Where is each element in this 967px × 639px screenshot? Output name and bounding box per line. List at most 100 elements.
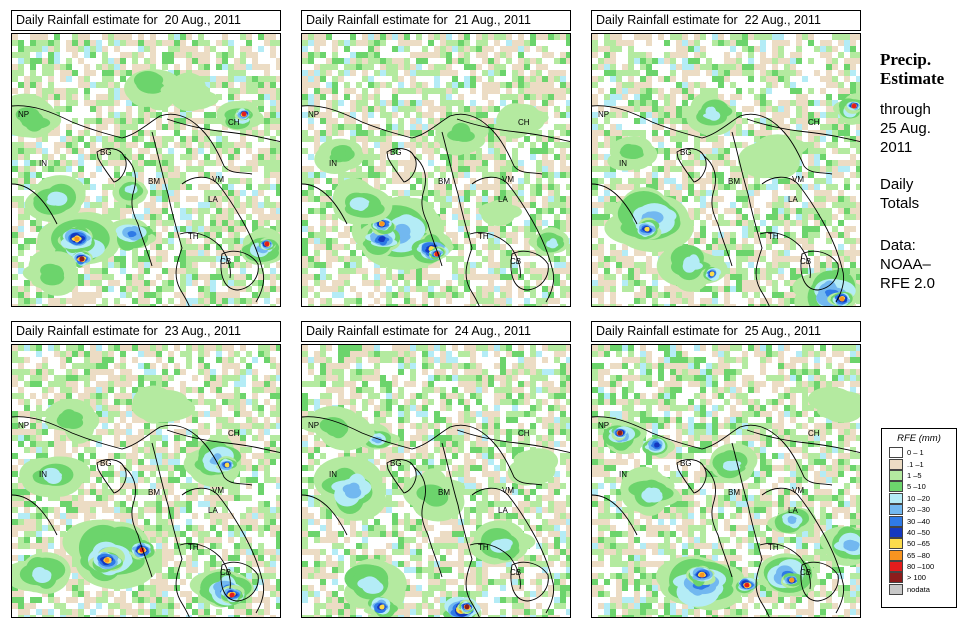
rain-cell (634, 58, 640, 64)
rain-cell (838, 124, 844, 130)
rain-cell (670, 124, 676, 130)
rain-cell (548, 82, 554, 88)
rain-cell (422, 268, 428, 274)
rain-cell (850, 250, 856, 256)
rain-cell (808, 214, 814, 220)
rain-cell (276, 214, 280, 220)
rain-cell (688, 166, 694, 172)
rain-cell (174, 232, 180, 238)
rain-cell (838, 148, 844, 154)
rain-cell (560, 154, 566, 160)
rain-cell (724, 286, 730, 292)
rain-cell (428, 172, 434, 178)
rain-cell (518, 178, 524, 184)
rain-cell (368, 130, 374, 136)
rain-cell (410, 106, 416, 112)
rain-cell (712, 178, 718, 184)
rain-cell (500, 304, 506, 306)
rain-cell (464, 196, 470, 202)
rain-cell (374, 94, 380, 100)
country-label-cb: CB (220, 257, 232, 266)
rain-cell (604, 184, 610, 190)
rain-cell (326, 136, 332, 142)
rain-cell (688, 58, 694, 64)
rain-cell (332, 76, 338, 82)
rain-cell (856, 76, 860, 82)
rain-cell (162, 184, 168, 190)
rain-cell (506, 262, 512, 268)
rain-cell (428, 292, 434, 298)
rain-cell (524, 88, 530, 94)
rain-cell (398, 304, 404, 306)
rain-cell (162, 160, 168, 166)
rain-cell (144, 286, 150, 292)
rain-cell (180, 178, 186, 184)
rain-cell (536, 172, 542, 178)
rain-cell (742, 250, 748, 256)
rain-cell (314, 40, 320, 46)
rain-cell (356, 262, 362, 268)
rain-cell (120, 286, 126, 292)
rain-cell (240, 268, 246, 274)
rain-cell (736, 268, 742, 274)
rain-cell (676, 112, 682, 118)
rain-cell (598, 298, 604, 304)
rain-cell (314, 76, 320, 82)
rain-cell (476, 148, 482, 154)
rain-cell (778, 76, 784, 82)
rain-cell (664, 286, 670, 292)
rain-cell (398, 292, 404, 298)
rain-cell (718, 34, 724, 40)
rain-cell (398, 40, 404, 46)
rain-cell (30, 142, 36, 148)
rain-cell (356, 82, 362, 88)
rain-cell (808, 100, 814, 106)
rain-cell (156, 172, 162, 178)
rain-cell (640, 130, 646, 136)
rain-cell (168, 136, 174, 142)
rain-cell (500, 274, 506, 280)
rain-cell (730, 244, 736, 250)
rain-cell (48, 52, 54, 58)
country-border (220, 250, 259, 291)
rain-cell (252, 64, 258, 70)
rain-cell (554, 256, 560, 262)
rain-cell (742, 292, 748, 298)
rain-cell (180, 262, 186, 268)
rain-cell (252, 100, 258, 106)
rain-cell (736, 40, 742, 46)
rain-cell (628, 178, 634, 184)
rain-cell (646, 184, 652, 190)
rain-cell (598, 250, 604, 256)
rain-cell (736, 280, 742, 286)
rain-cell (850, 226, 856, 232)
rain-cell (772, 58, 778, 64)
rain-cell (102, 184, 108, 190)
rain-cell (362, 136, 368, 142)
rain-cell (320, 196, 326, 202)
rain-cell (634, 292, 640, 298)
rain-cell (536, 160, 542, 166)
rain-cell (228, 238, 234, 244)
rain-cell (78, 130, 84, 136)
rain-cell (144, 304, 150, 306)
rain-cell (808, 160, 814, 166)
rain-cell (560, 52, 566, 58)
rain-cell (754, 274, 760, 280)
rain-cell (592, 100, 598, 106)
rain-cell (814, 214, 820, 220)
rain-cell (54, 34, 60, 40)
rain-cell (204, 208, 210, 214)
rain-cell (676, 34, 682, 40)
rain-cell (634, 268, 640, 274)
rain-cell (150, 142, 156, 148)
rain-cell (494, 304, 500, 306)
rain-cell (132, 130, 138, 136)
rain-cell (610, 52, 616, 58)
rain-cell (592, 154, 598, 160)
rain-cell (688, 154, 694, 160)
rain-cell (314, 262, 320, 268)
rain-cell (12, 238, 18, 244)
rain-cell (826, 124, 832, 130)
rain-cell (548, 88, 554, 94)
